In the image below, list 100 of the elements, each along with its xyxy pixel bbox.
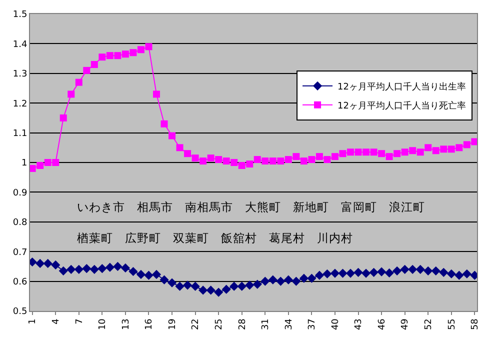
point <box>431 266 440 276</box>
point <box>175 282 184 291</box>
point <box>51 260 60 270</box>
point <box>207 154 214 162</box>
point <box>152 90 160 98</box>
point <box>386 153 393 160</box>
point <box>82 264 92 274</box>
x-tick-label: 52 <box>424 318 434 330</box>
x-tick-label: 55 <box>447 318 458 330</box>
point <box>230 282 239 291</box>
legend-label: 12ヶ月平均人口千人当り出生率 <box>338 81 466 92</box>
point <box>254 156 261 164</box>
point <box>130 49 137 56</box>
point <box>252 280 262 289</box>
point <box>400 264 410 274</box>
annotation: いわき市 相馬市 南相馬市 大熊町 新地町 富岡町 浪江町 <box>77 200 425 214</box>
point <box>308 156 316 164</box>
point <box>184 150 192 158</box>
point <box>200 158 207 165</box>
point <box>214 288 224 297</box>
point <box>90 60 98 68</box>
point <box>222 158 230 165</box>
point <box>354 148 362 156</box>
point <box>262 158 269 165</box>
x-tick-label: 1 <box>28 318 38 324</box>
point <box>206 286 216 295</box>
point <box>300 158 308 165</box>
point <box>346 268 356 278</box>
point <box>114 52 122 60</box>
point <box>98 54 106 61</box>
point <box>128 266 138 276</box>
point <box>90 264 99 274</box>
point <box>105 262 114 272</box>
point <box>160 120 168 128</box>
point <box>106 52 114 60</box>
y-tick-label: 0.5 <box>12 307 28 318</box>
point <box>182 280 192 290</box>
point <box>198 286 208 295</box>
point <box>446 269 456 278</box>
point <box>75 78 82 86</box>
point <box>324 156 331 164</box>
point <box>60 114 67 122</box>
x-tick-label: 37 <box>308 318 318 330</box>
point <box>416 148 424 156</box>
y-tick-label: 1.5 <box>12 10 28 20</box>
x-tick-label: 7 <box>74 318 85 324</box>
point <box>307 274 316 283</box>
point <box>52 159 60 166</box>
point <box>74 264 84 274</box>
point <box>215 156 222 164</box>
x-tick-label: 13 <box>121 318 132 330</box>
point <box>362 148 370 156</box>
point <box>361 268 371 278</box>
point <box>408 264 418 274</box>
x-tick-label: 58 <box>470 318 481 330</box>
y-tick-label: 0.9 <box>12 188 28 198</box>
point <box>120 263 130 272</box>
point <box>409 147 416 154</box>
point <box>176 144 184 152</box>
point <box>416 264 425 274</box>
point <box>314 270 324 280</box>
point <box>439 268 448 277</box>
x-tick-label: 25 <box>214 318 225 330</box>
x-tick-label: 34 <box>284 318 294 330</box>
point <box>331 153 338 160</box>
y-tick-label: 1.4 <box>12 40 28 50</box>
point <box>152 270 162 280</box>
point <box>192 154 199 162</box>
point <box>292 276 301 286</box>
point <box>260 276 270 286</box>
y-tick-label: 0.8 <box>12 218 28 228</box>
y-tick-label: 1.3 <box>12 70 28 80</box>
point <box>113 262 122 271</box>
x-tick-label: 19 <box>168 318 178 330</box>
point <box>269 158 276 165</box>
x-tick-label: 10 <box>98 318 108 330</box>
point <box>424 144 432 152</box>
x-tick-label: 16 <box>144 318 155 330</box>
point <box>167 278 177 288</box>
annotation: 楢葉町 広野町 双葉町 飯舘村 葛尾村 川内村 <box>77 231 353 245</box>
point <box>137 46 144 54</box>
point <box>284 275 293 284</box>
y-tick-label: 1.2 <box>12 99 28 110</box>
y-tick-label: 0.6 <box>12 277 28 288</box>
point <box>394 150 401 158</box>
point <box>237 282 246 291</box>
x-tick-label: 40 <box>330 318 341 330</box>
point <box>330 268 340 278</box>
point <box>230 159 238 166</box>
point <box>369 268 378 277</box>
point <box>299 274 308 283</box>
y-tick-label: 0.7 <box>12 248 28 258</box>
point <box>36 162 44 169</box>
point <box>462 269 472 278</box>
point <box>83 66 90 74</box>
point <box>378 150 386 158</box>
y-tick-label: 1.1 <box>12 128 28 139</box>
point <box>401 148 408 156</box>
point <box>245 280 254 290</box>
point <box>448 146 455 153</box>
